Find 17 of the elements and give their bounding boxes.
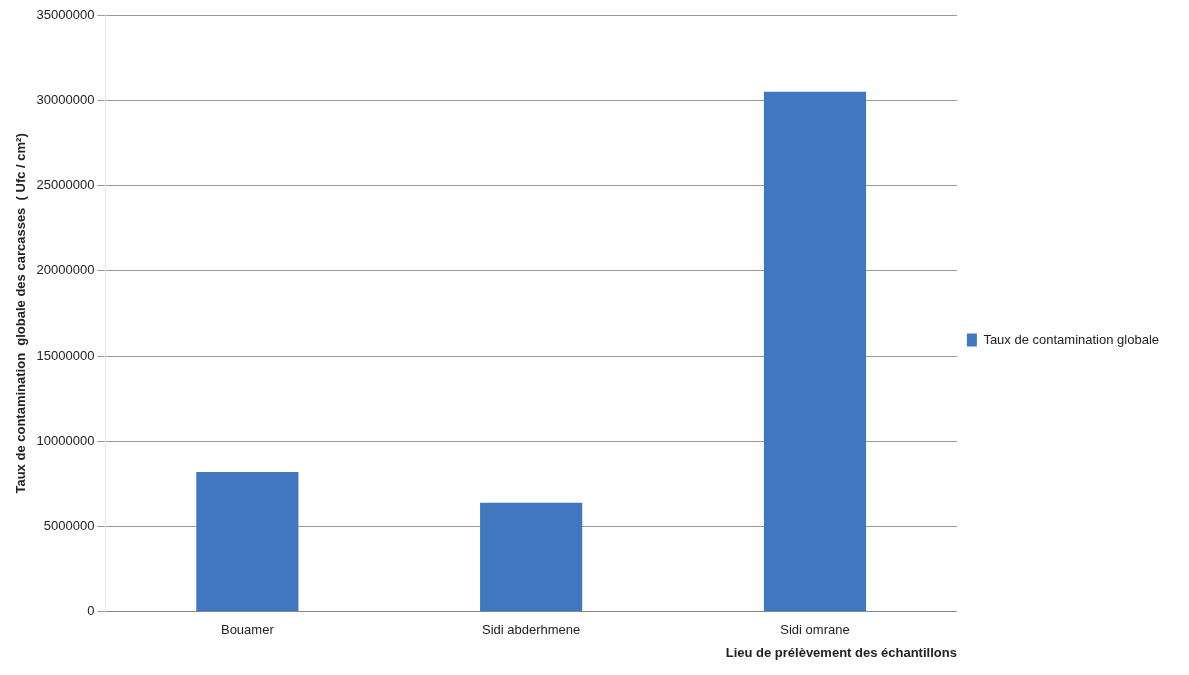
y-tick-label: 5000000 — [43, 518, 95, 534]
y-tick-label: 30000000 — [36, 91, 95, 107]
y-tick-label: 15000000 — [36, 347, 95, 363]
x-tick-label: Sidi omrane — [780, 622, 850, 638]
y-tick-label: 20000000 — [36, 262, 95, 278]
x-axis-title: Lieu de prélèvement des échantillons — [725, 644, 957, 660]
bar — [196, 471, 299, 612]
x-tick-label: Bouamer — [220, 622, 275, 638]
legend-label: Taux de contamination globale — [983, 331, 1159, 347]
bar — [480, 502, 583, 612]
y-tick-label: 25000000 — [36, 177, 95, 193]
y-tick-label: 35000000 — [36, 6, 95, 22]
bar — [763, 91, 867, 612]
y-axis-title: Taux de contamination globale des carcasses ( Ufc / cm²) — [13, 133, 29, 494]
y-tick-label: 10000000 — [36, 432, 95, 448]
y-tick-label: 0 — [87, 603, 95, 619]
x-tick-label: Sidi abderhmene — [482, 622, 581, 638]
